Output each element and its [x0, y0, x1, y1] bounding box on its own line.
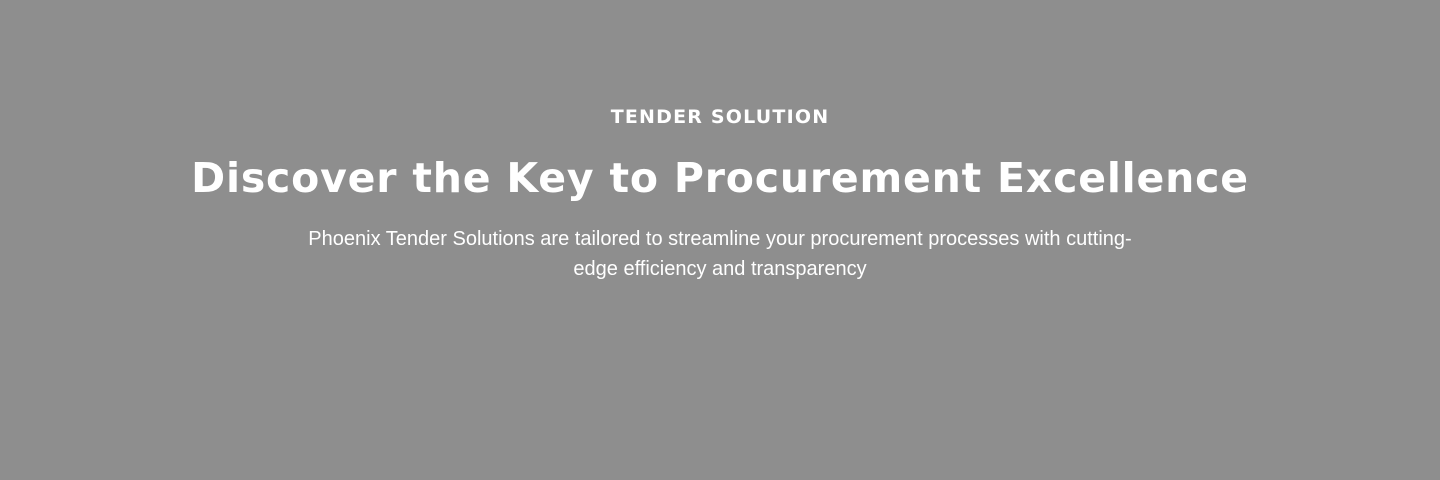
section-eyebrow: TENDER SOLUTION [610, 106, 830, 128]
hero-description: Phoenix Tender Solutions are tailored to… [308, 228, 1132, 280]
hero-headline: Discover the Key to Procurement Excellen… [191, 154, 1249, 202]
